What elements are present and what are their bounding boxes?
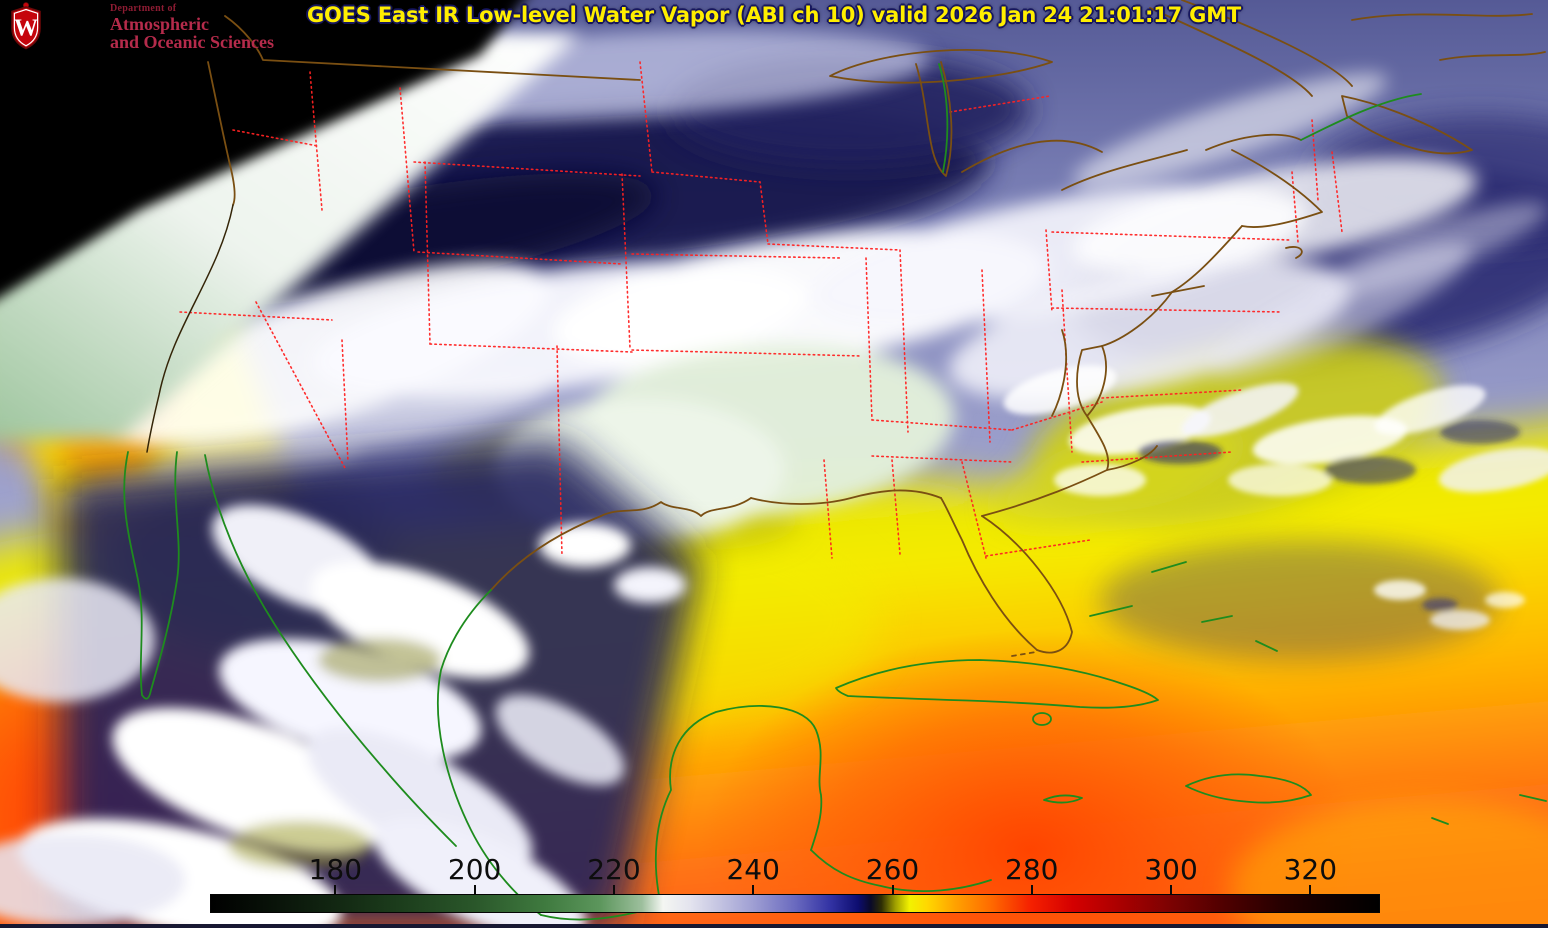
coastlines-south	[123, 63, 1547, 921]
colorbar-tick-label: 240	[726, 853, 780, 886]
offshore-speckled-clouds	[1003, 365, 1548, 630]
colorbar-tick-label: 280	[1005, 853, 1059, 886]
colorbar-tick-label: 320	[1283, 853, 1338, 886]
bottom-edge-line	[0, 924, 1548, 928]
colorbar	[210, 894, 1380, 913]
coastlines-north	[207, 0, 1546, 657]
colorbar-tick	[1170, 885, 1173, 894]
colorbar-tick	[334, 885, 337, 894]
uw-crest-logo: W Department of Atmospheric and Oceanic …	[5, 1, 465, 53]
crest-shield-icon: W	[11, 2, 41, 50]
logo-line-1: Atmospheric	[110, 13, 209, 34]
logo-line-2: and Oceanic Sciences	[110, 32, 274, 53]
logo-dept-line: Department of	[110, 3, 177, 14]
colorbar-tick-label: 220	[587, 853, 641, 886]
colorbar-tick	[612, 885, 615, 894]
northwest-limb-band	[0, 0, 580, 440]
colorbar-tick	[891, 885, 894, 894]
logo-text: Department of Atmospheric and Oceanic Sc…	[110, 3, 274, 53]
coastline-pacific	[146, 204, 234, 453]
colorbar-tick	[473, 885, 476, 894]
crest-letter: W	[14, 16, 38, 42]
colorbar-tick-label: 200	[447, 853, 502, 886]
state-borders	[179, 61, 1343, 559]
colorbar-tick-label: 300	[1144, 853, 1198, 886]
colorbar-tick	[1309, 885, 1312, 894]
colorbar-tick-label: 260	[865, 853, 920, 886]
colorbar-tick	[1030, 885, 1033, 894]
colorbar-tick-label: 180	[308, 853, 363, 886]
colorbar-gradient	[211, 895, 1379, 912]
image-title: GOES East IR Low-level Water Vapor (ABI …	[306, 3, 1242, 27]
colorbar-tick	[752, 885, 755, 894]
